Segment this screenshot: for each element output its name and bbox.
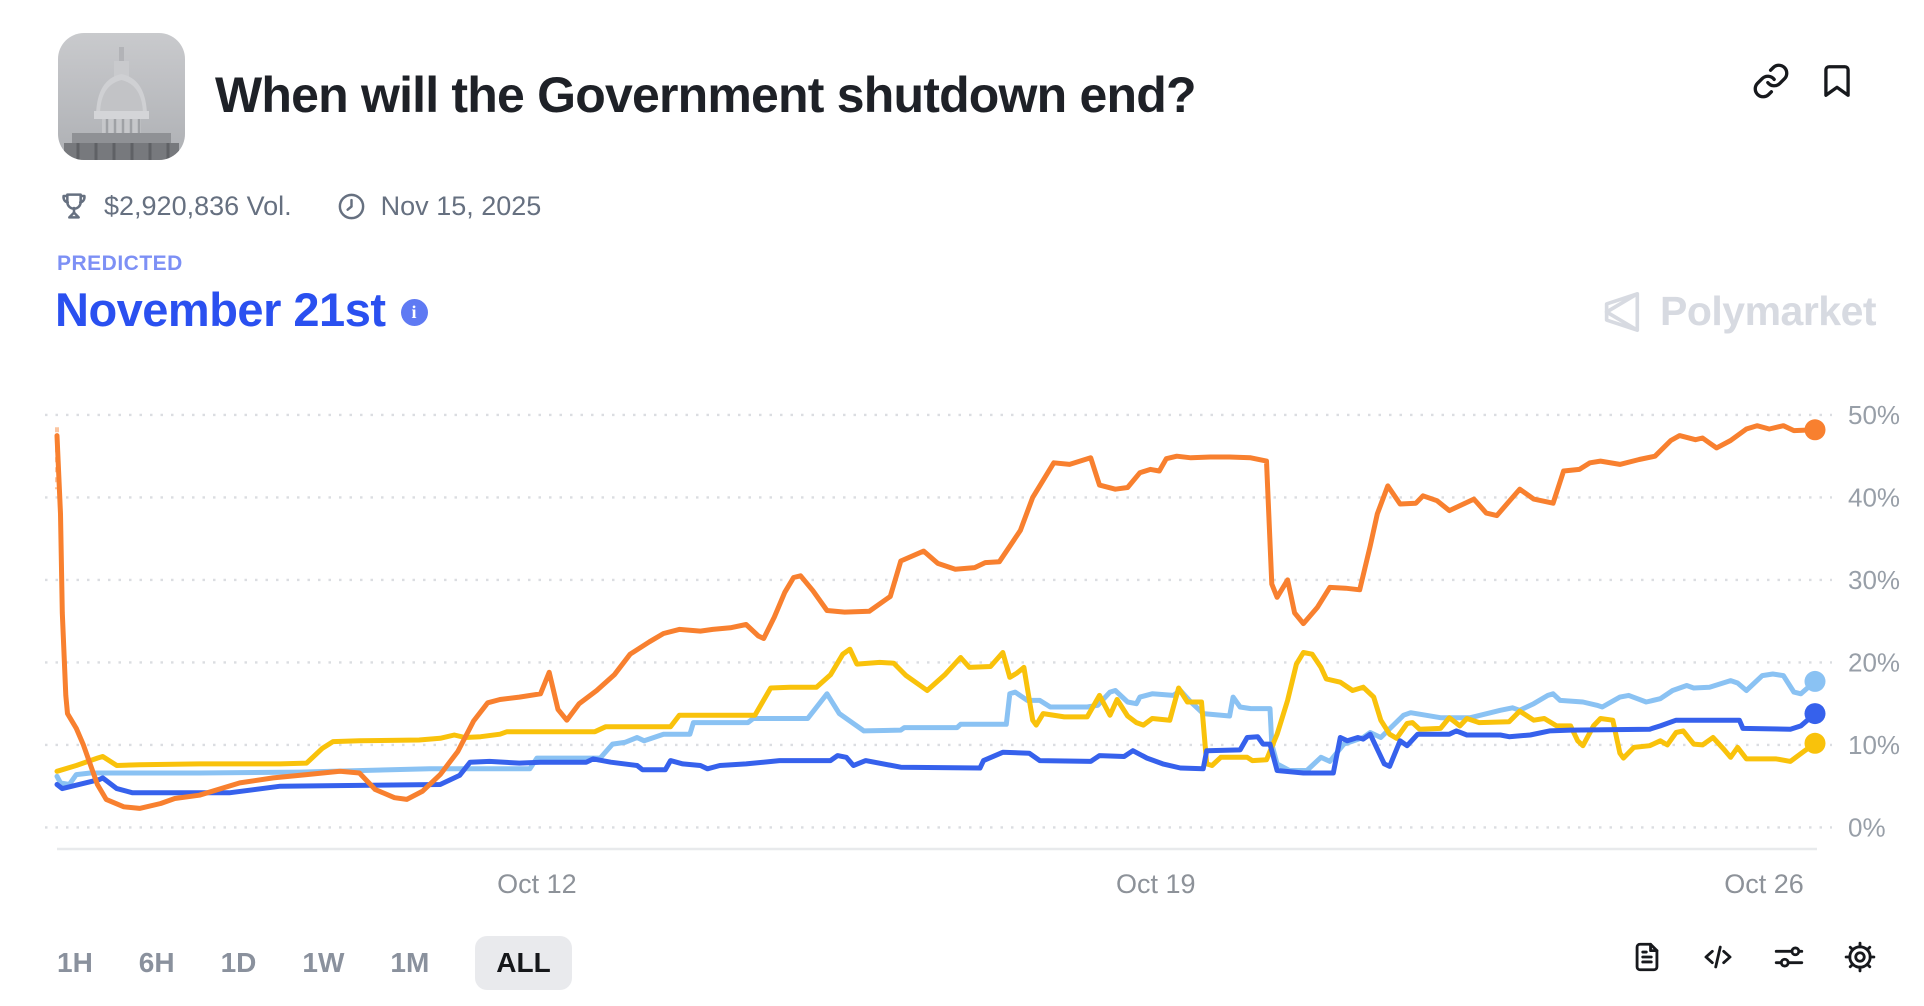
predicted-value-row: November 21st i (55, 282, 428, 337)
svg-text:20%: 20% (1848, 647, 1900, 677)
timerange-button-6h[interactable]: 6H (138, 946, 175, 978)
svg-text:Oct 12: Oct 12 (497, 869, 577, 899)
clock-icon (338, 193, 365, 219)
market-stats: $2,920,836 Vol. Nov 15, 2025 (58, 190, 541, 222)
predicted-label: PREDICTED (57, 252, 183, 275)
chart-settings-icon (1774, 946, 1804, 968)
timerange-button-all[interactable]: ALL (475, 935, 572, 990)
timerange-selector: 1H 6H 1D 1W 1M ALL (57, 933, 572, 992)
market-avatar (58, 33, 185, 160)
file-text-icon (1635, 942, 1659, 972)
volume-text: $2,920,836 Vol. (104, 190, 292, 221)
predicted-value: November 21st (55, 283, 386, 336)
embed-code-icon (1704, 945, 1732, 969)
svg-text:30%: 30% (1848, 565, 1900, 595)
header-actions (1752, 62, 1856, 100)
end-date-text: Nov 15, 2025 (380, 190, 542, 221)
export-data-button[interactable] (1630, 940, 1664, 974)
trophy-icon (62, 193, 86, 219)
polymarket-logo-icon (1604, 291, 1640, 332)
timerange-button-1h[interactable]: 1H (57, 946, 93, 978)
svg-text:40%: 40% (1848, 482, 1900, 512)
svg-text:0%: 0% (1848, 812, 1886, 842)
polymarket-wordmark: Polymarket (1660, 288, 1877, 334)
bookmark-button[interactable] (1818, 62, 1856, 100)
link-icon (1753, 63, 1789, 99)
embed-code-button[interactable] (1701, 940, 1735, 974)
svg-text:50%: 50% (1848, 400, 1900, 430)
capitol-building-image (58, 33, 185, 160)
timerange-button-1w[interactable]: 1W (302, 946, 345, 978)
timerange-button-1m[interactable]: 1M (390, 946, 430, 978)
copy-link-button[interactable] (1752, 62, 1790, 100)
chart-toolbar (1630, 940, 1877, 974)
info-icon[interactable]: i (400, 299, 428, 326)
timerange-button-1d[interactable]: 1D (220, 946, 257, 978)
chart-settings-button[interactable] (1772, 940, 1806, 974)
svg-text:10%: 10% (1848, 730, 1900, 760)
settings-button[interactable] (1843, 940, 1877, 974)
market-title: When will the Government shutdown end? (215, 67, 1197, 123)
bookmark-icon (1824, 65, 1850, 97)
polymarket-watermark: Polymarket (1598, 288, 1877, 335)
svg-text:Oct 26: Oct 26 (1724, 869, 1804, 899)
gear-icon (1844, 941, 1876, 973)
svg-text:Oct 19: Oct 19 (1116, 869, 1196, 899)
